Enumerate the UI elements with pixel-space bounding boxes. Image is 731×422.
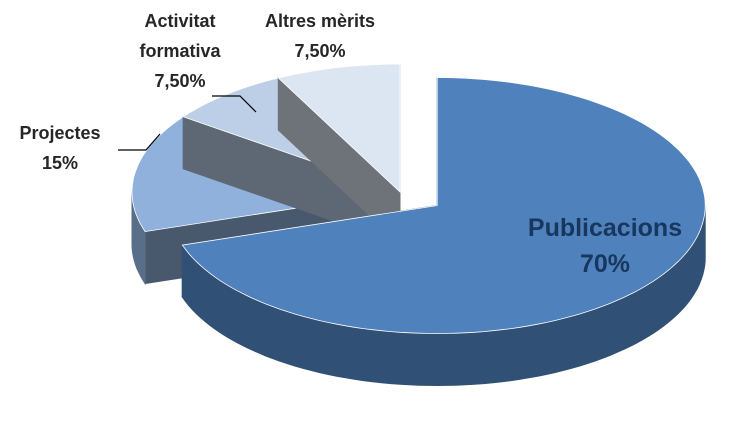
value-label: 7,50% [154, 71, 206, 91]
value-label: 70% [579, 250, 631, 278]
category-label: Altres mèrits [264, 11, 376, 31]
slice-label: Publicacions 70% [505, 210, 705, 282]
slice-label: Altres mèrits 7,50% [245, 6, 395, 66]
value-label: 15% [41, 153, 79, 173]
slice [277, 63, 401, 193]
leader-line [118, 133, 161, 151]
category-label: Activitat formativa [139, 11, 221, 61]
leader-line [212, 95, 257, 113]
value-label: 7,50% [294, 41, 346, 61]
slice [181, 77, 706, 334]
category-label: Publicacions [527, 214, 683, 242]
slice-label: Projectes 15% [5, 118, 115, 178]
category-label: Projectes [19, 123, 101, 143]
slice-label: Activitat formativa 7,50% [120, 6, 240, 96]
